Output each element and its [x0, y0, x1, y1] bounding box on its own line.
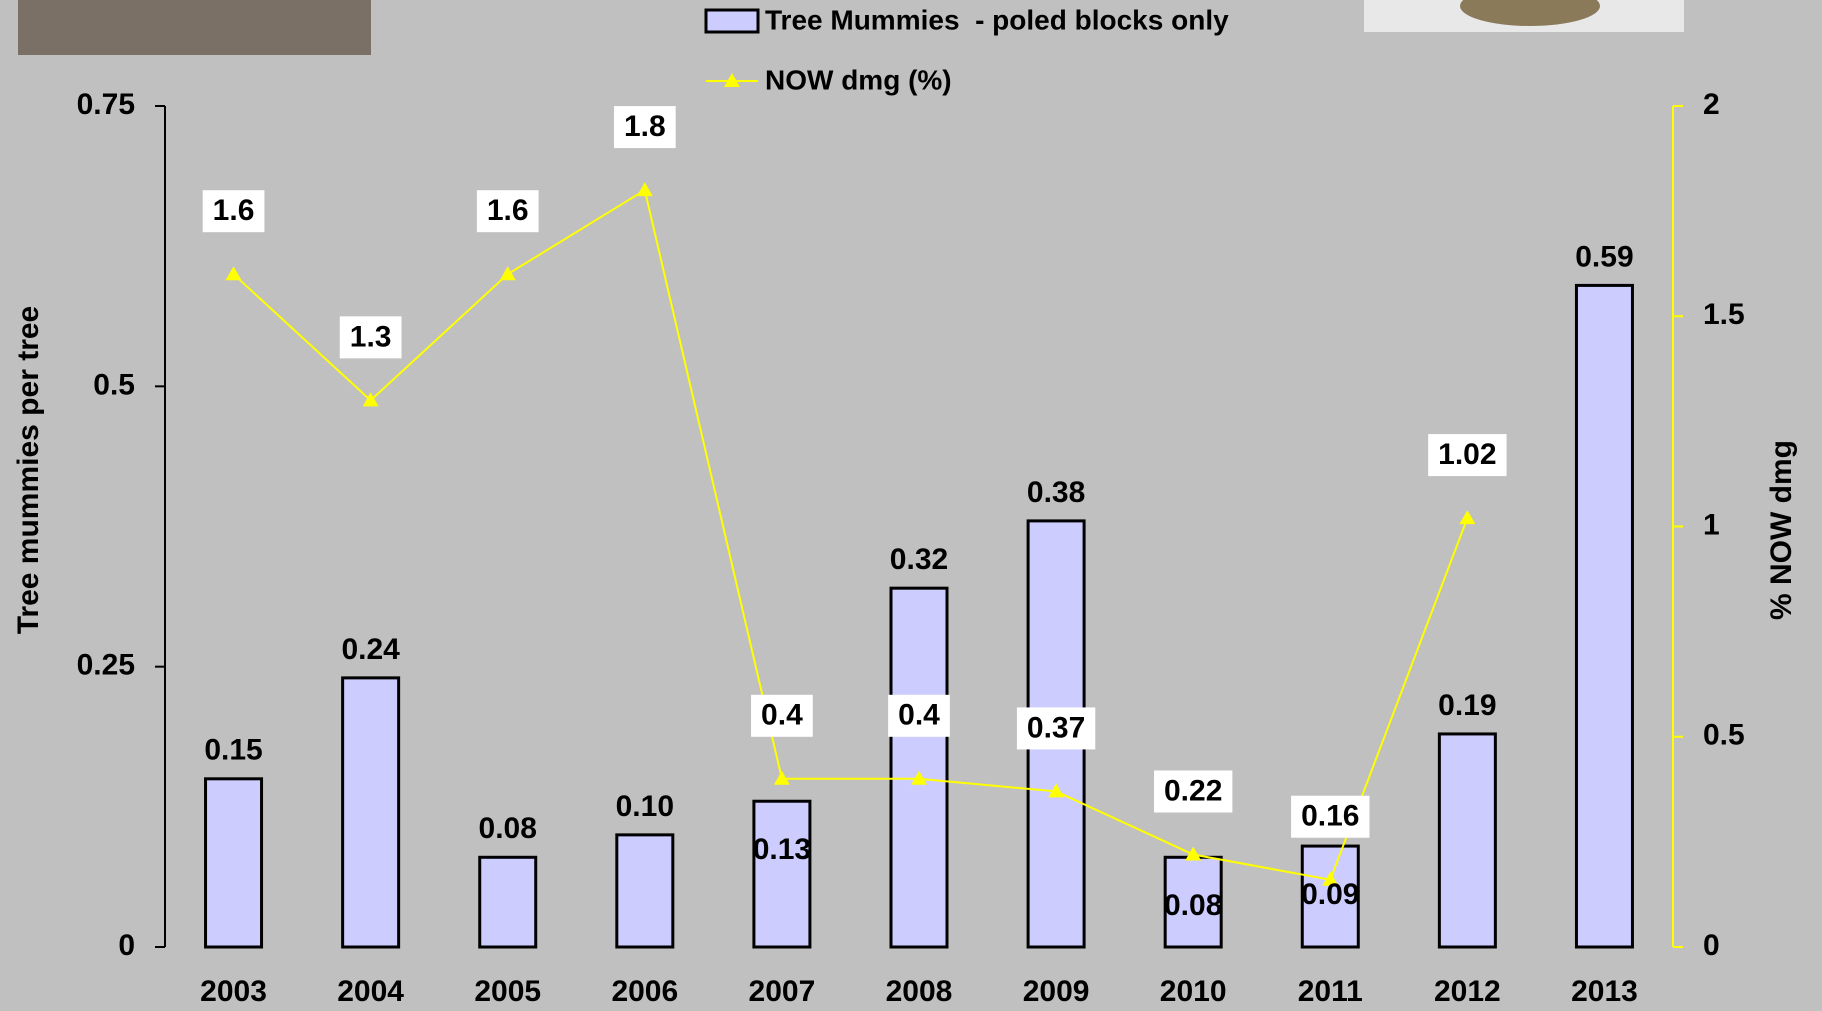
x-tick-label: 2004 [337, 975, 404, 1008]
line-label-box [613, 106, 676, 149]
bar [615, 833, 675, 949]
y-tick-label: 0 [118, 929, 135, 962]
y2-tick-label: 0 [1703, 929, 1720, 962]
line-value-label: 0.37 [1027, 711, 1085, 744]
line-marker [636, 182, 653, 197]
bar-value-label: 0.19 [1438, 689, 1496, 722]
y2-tick-label: 1.5 [1703, 298, 1745, 331]
y2-axis-label: % NOW dmg [1765, 440, 1798, 620]
y-axis-label: Tree mummies per tree [12, 306, 45, 635]
line-value-label: 0.22 [1164, 774, 1222, 807]
line-label-box [751, 694, 813, 737]
line-label-box [1291, 795, 1370, 838]
bar-value-label: 0.08 [479, 812, 537, 845]
line-marker [773, 770, 790, 785]
bar [341, 676, 401, 949]
line-marker [1459, 510, 1476, 525]
bar [478, 855, 538, 949]
legend-swatch [704, 8, 760, 34]
legend-marker [724, 73, 740, 87]
bar-value-label: 0.15 [204, 734, 262, 767]
line-value-label: 1.3 [350, 320, 392, 353]
line-marker [1048, 783, 1065, 798]
line-marker [1185, 846, 1202, 861]
bar [1300, 844, 1360, 949]
y2-tick-label: 0.5 [1703, 719, 1745, 752]
bar [1437, 732, 1497, 949]
x-tick-label: 2003 [200, 975, 267, 1008]
line-label-box [339, 316, 402, 359]
x-tick-label: 2012 [1434, 975, 1501, 1008]
bar-value-label: 0.09 [1301, 878, 1359, 911]
line [232, 188, 1469, 881]
bar [752, 799, 812, 949]
x-tick-label: 2008 [886, 975, 953, 1008]
x-tick-label: 2013 [1571, 975, 1638, 1008]
bar-value-label: 0.13 [753, 833, 811, 866]
x-tick-label: 2006 [611, 975, 678, 1008]
bar-value-label: 0.32 [890, 543, 948, 576]
bar [1574, 283, 1634, 949]
line-marker [225, 266, 242, 281]
x-tick-label: 2007 [749, 975, 816, 1008]
y-tick-label: 0.25 [77, 649, 135, 682]
x-tick-label: 2005 [474, 975, 541, 1008]
line-label-box [888, 694, 950, 737]
bar-value-label: 0.10 [616, 790, 674, 823]
line-marker [1322, 871, 1339, 886]
line-label-box [1016, 707, 1096, 750]
photo-nuts-detail [1460, 0, 1600, 26]
bar-value-label: 0.38 [1027, 476, 1085, 509]
y-tick-label: 0.5 [93, 368, 135, 401]
y2-tick-label: 2 [1703, 88, 1720, 121]
line-label-box [1428, 434, 1507, 477]
x-tick-label: 2009 [1023, 975, 1090, 1008]
line-label-box [1153, 770, 1233, 813]
y2-tick-label: 1 [1703, 508, 1720, 541]
line-value-label: 1.02 [1438, 438, 1496, 471]
line-label-box [202, 190, 265, 233]
line-value-label: 0.4 [761, 699, 803, 732]
bar [889, 586, 949, 949]
bar [1163, 855, 1223, 949]
line-value-label: 0.16 [1301, 800, 1359, 833]
line-marker [911, 770, 927, 785]
x-tick-label: 2011 [1298, 975, 1363, 1008]
line-marker [362, 392, 379, 407]
x-tick-label: 2010 [1160, 975, 1227, 1008]
line-label-box [476, 190, 539, 233]
photo-trees [18, 0, 371, 55]
bar-value-label: 0.08 [1164, 889, 1222, 922]
line-marker [499, 266, 516, 281]
line-value-label: 1.6 [487, 194, 529, 227]
line-value-label: 1.6 [213, 194, 255, 227]
y-tick-label: 0.75 [77, 88, 135, 121]
bar [204, 777, 264, 949]
line-value-label: 0.4 [898, 699, 940, 732]
bar-value-label: 0.59 [1575, 240, 1633, 273]
bar-value-label: 0.24 [341, 633, 400, 666]
legend-label: Tree Mummies - poled blocks only [765, 4, 1229, 35]
line-value-label: 1.8 [624, 110, 666, 143]
legend-label: NOW dmg (%) [765, 64, 952, 95]
